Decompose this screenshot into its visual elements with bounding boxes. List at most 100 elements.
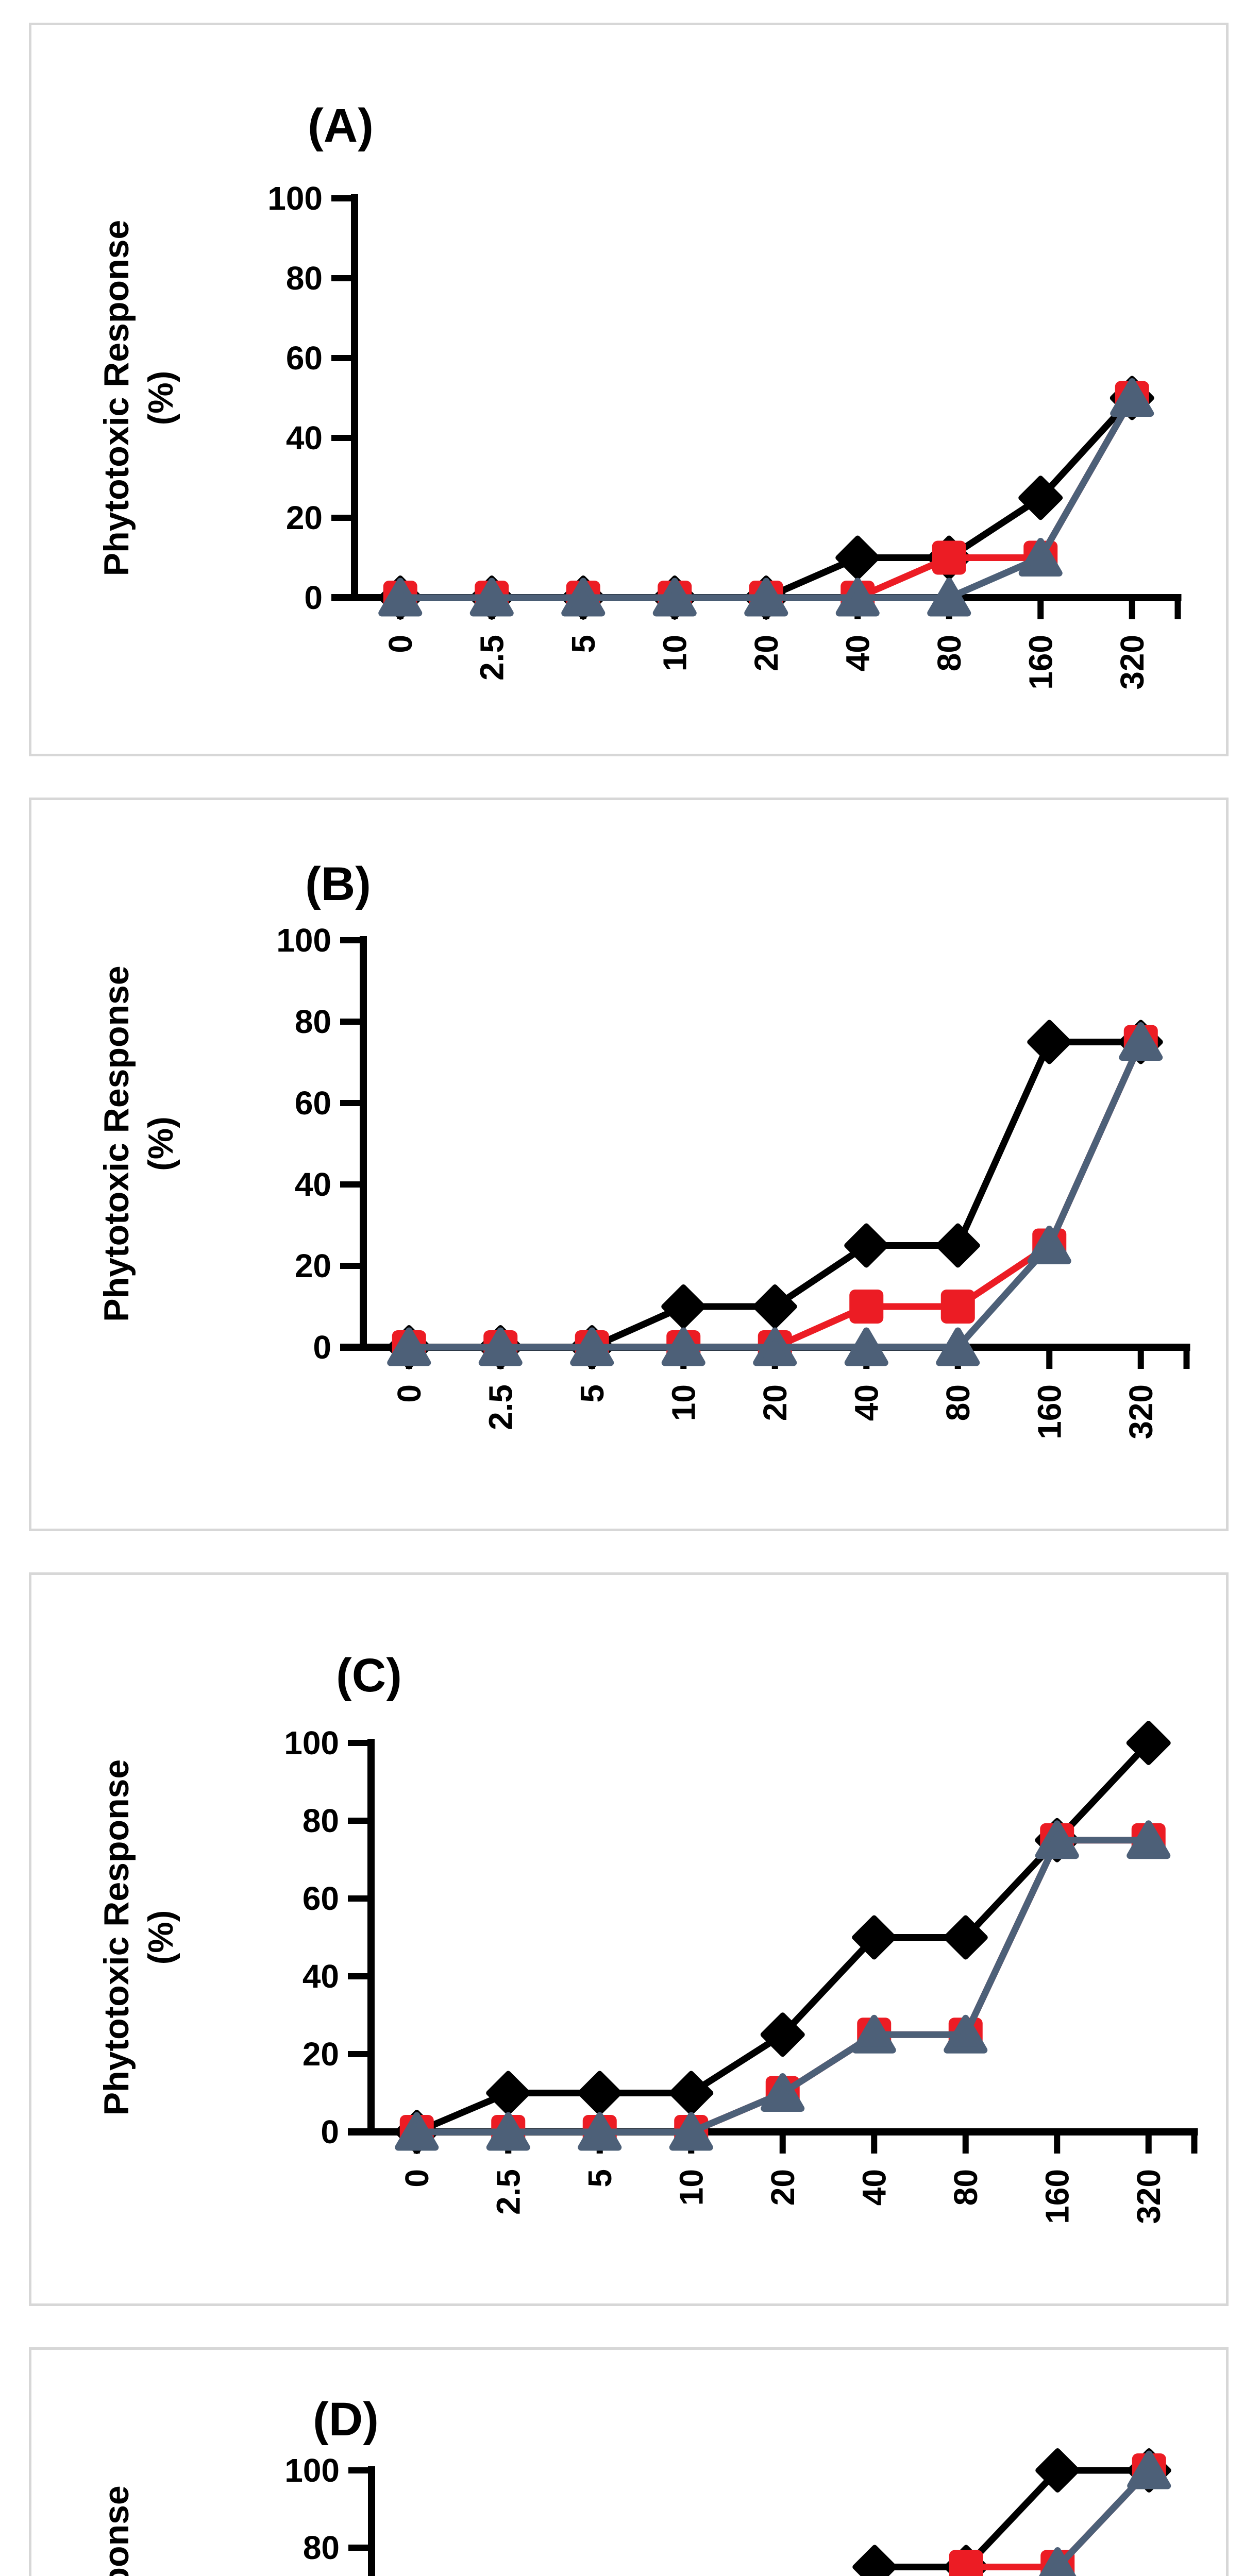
y-tick-label: 80 bbox=[286, 260, 323, 297]
triangle-marker bbox=[1110, 378, 1154, 417]
diamond-marker bbox=[844, 1223, 889, 1268]
x-tick-label: 2.5 bbox=[473, 635, 510, 681]
diamond-marker bbox=[669, 2071, 714, 2115]
y-tick-label: 100 bbox=[284, 2452, 340, 2489]
triangle-marker bbox=[652, 578, 697, 617]
y-tick-label: 40 bbox=[302, 1958, 339, 1995]
diamond-marker bbox=[486, 2071, 531, 2115]
diamond-marker bbox=[752, 1284, 797, 1329]
triangle-marker bbox=[1038, 2547, 1077, 2576]
y-axis-title-line1: Phytotoxic Response bbox=[97, 220, 136, 577]
y-tick-label: 0 bbox=[304, 579, 323, 616]
y-tick-label: 60 bbox=[295, 1084, 331, 1122]
triangle-marker bbox=[936, 1327, 980, 1366]
x-tick-label: 80 bbox=[947, 2169, 984, 2206]
x-tick-label: 0 bbox=[382, 635, 419, 653]
x-tick-label: 80 bbox=[931, 635, 968, 671]
y-tick-label: 80 bbox=[303, 2529, 340, 2566]
triangle-marker bbox=[1018, 538, 1063, 577]
diamond-marker bbox=[935, 1223, 980, 1268]
x-tick-label: 40 bbox=[839, 635, 876, 671]
x-tick-label: 0 bbox=[398, 2169, 435, 2188]
x-tick-label: 2.5 bbox=[482, 1384, 519, 1430]
x-tick-label: 20 bbox=[764, 2169, 801, 2206]
series-line bbox=[861, 2467, 1153, 2576]
y-axis-title-line1: Phytotoxic Response bbox=[97, 1759, 136, 2116]
series-slate-triangle bbox=[378, 378, 1154, 617]
y-axis-title: Phytotoxic Response(%) bbox=[97, 220, 180, 577]
triangle-marker bbox=[761, 2073, 805, 2112]
x-tick-label: 160 bbox=[1038, 2169, 1075, 2224]
x-tick-label: 20 bbox=[757, 1384, 794, 1421]
triangle-marker bbox=[1127, 2450, 1171, 2489]
diamond-marker bbox=[1126, 1721, 1171, 1765]
y-tick-label: 60 bbox=[302, 1880, 339, 1917]
y-axis-title: Phytotoxic Response(%) bbox=[97, 2485, 136, 2576]
triangle-marker bbox=[387, 1327, 431, 1366]
series-black-diamond bbox=[386, 1020, 1163, 1369]
panel-letter: (B) bbox=[305, 858, 371, 910]
chart-canvas-a: (A) Phytotoxic Response (%) 0 20 40 60 80 100 0 2.… bbox=[97, 99, 1182, 690]
square-marker bbox=[849, 1290, 884, 1324]
series-slate-triangle bbox=[387, 1022, 1163, 1366]
y-tick-label: 60 bbox=[286, 340, 323, 377]
series-line bbox=[953, 2467, 1153, 2576]
square-marker bbox=[940, 1290, 975, 1324]
diamond-marker bbox=[835, 535, 880, 580]
y-tick-label: 40 bbox=[286, 419, 323, 456]
y-axis-title-line2: (%) bbox=[141, 1910, 180, 1965]
chart-panel-b: (B) Phytotoxic Response (%) 0 20 40 60 80 100 0 2.… bbox=[29, 798, 1229, 1531]
panel-letter: (D) bbox=[313, 2393, 379, 2446]
triangle-marker bbox=[486, 2112, 530, 2151]
diamond-marker bbox=[1035, 2448, 1080, 2493]
y-tick-label: 20 bbox=[286, 499, 323, 536]
diamond-marker bbox=[852, 1915, 897, 1960]
triangle-marker bbox=[469, 578, 514, 617]
x-tick-label: 5 bbox=[574, 1384, 611, 1403]
triangle-marker bbox=[1035, 1820, 1079, 1859]
triangle-marker bbox=[578, 2112, 622, 2151]
x-tick-label: 320 bbox=[1130, 2169, 1167, 2224]
triangle-marker bbox=[661, 1327, 705, 1366]
triangle-marker bbox=[378, 578, 423, 617]
x-tick-label: 320 bbox=[1114, 635, 1151, 690]
chart-panel-d: (D)Phytotoxic Response(%)02040608010002.… bbox=[29, 2347, 1229, 2576]
x-tick-label: 2.5 bbox=[490, 2169, 527, 2215]
x-tick-label: 5 bbox=[565, 635, 602, 653]
x-tick-label: 10 bbox=[656, 635, 693, 671]
y-axis-title: Phytotoxic Response(%) bbox=[97, 965, 180, 1322]
diamond-marker bbox=[1018, 476, 1063, 520]
diamond-marker bbox=[577, 2071, 622, 2115]
series-black-diamond bbox=[394, 1721, 1171, 2154]
diamond-marker bbox=[852, 2545, 897, 2576]
triangle-marker bbox=[852, 2014, 896, 2054]
y-tick-label: 80 bbox=[295, 1003, 331, 1040]
y-axis-title-line2: (%) bbox=[141, 1116, 180, 1171]
x-tick-label: 320 bbox=[1122, 1384, 1159, 1439]
y-tick-label: 0 bbox=[313, 1329, 331, 1366]
y-tick-label: 20 bbox=[302, 2036, 339, 2073]
y-tick-label: 0 bbox=[321, 2113, 339, 2150]
y-axis-title-line1: Phytotoxic Response bbox=[97, 2485, 136, 2576]
x-tick-label: 40 bbox=[848, 1384, 885, 1421]
series-slate-triangle bbox=[1038, 2450, 1171, 2576]
y-axis-title-line1: Phytotoxic Response bbox=[97, 965, 136, 1322]
chart-canvas-d: (D)Phytotoxic Response(%)02040608010002.… bbox=[97, 2393, 1171, 2576]
triangle-marker bbox=[395, 2112, 439, 2151]
x-tick-label: 160 bbox=[1031, 1384, 1068, 1439]
x-tick-label: 5 bbox=[581, 2169, 618, 2188]
x-tick-label: 80 bbox=[939, 1384, 977, 1421]
x-tick-label: 10 bbox=[665, 1384, 702, 1421]
chart-panel-a: (A) Phytotoxic Response (%) 0 20 40 60 80 100 0 2.… bbox=[29, 23, 1229, 756]
square-marker bbox=[949, 2550, 983, 2576]
triangle-marker bbox=[927, 578, 971, 617]
triangle-marker bbox=[744, 578, 788, 617]
chart-canvas-c: (C) Phytotoxic Response (%) 0 20 40 60 80 100 0 2.… bbox=[97, 1649, 1198, 2224]
panel-letter: (C) bbox=[336, 1649, 402, 1702]
series-slate-triangle bbox=[395, 1820, 1171, 2151]
triangle-marker bbox=[669, 2112, 713, 2151]
